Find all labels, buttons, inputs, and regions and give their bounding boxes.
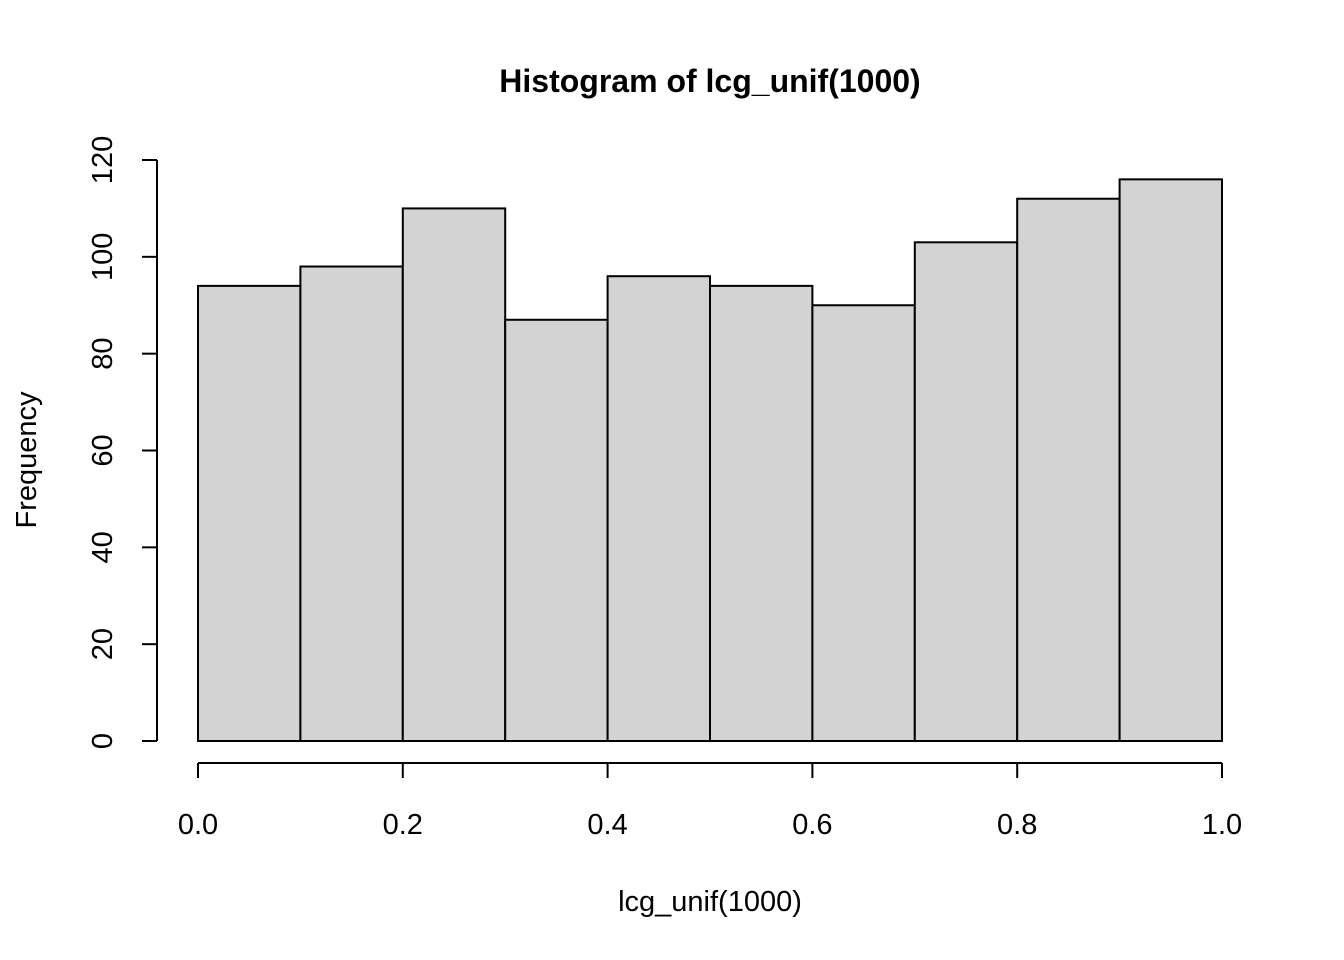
y-tick-label: 100 [87, 233, 119, 281]
histogram-bar [1118, 178, 1223, 743]
chart-title: Histogram of lcg_unif(1000) [499, 63, 920, 99]
x-tick-label: 0.6 [792, 809, 832, 841]
histogram-bar [299, 265, 404, 742]
y-tick-label: 120 [87, 136, 119, 184]
bars [197, 178, 1223, 743]
y-tick-label: 80 [87, 338, 119, 370]
y-tick-label: 40 [87, 531, 119, 563]
y-axis-label: Frequency [11, 391, 43, 529]
histogram-bar [606, 275, 711, 742]
histogram-bar [811, 304, 916, 742]
histogram-bar [401, 207, 507, 742]
x-tick-label: 0.0 [178, 809, 218, 841]
y-axis: 0 20 40 60 80 100 120 [87, 136, 158, 749]
y-tick-label: 0 [87, 733, 119, 749]
x-tick-label: 0.2 [383, 809, 423, 841]
x-tick-label: 0.8 [997, 809, 1037, 841]
x-axis-label: lcg_unif(1000) [618, 886, 802, 918]
y-tick-label: 20 [87, 628, 119, 660]
x-tick-label: 0.4 [587, 809, 627, 841]
histogram-bar [913, 241, 1019, 743]
x-tick-label: 1.0 [1202, 809, 1242, 841]
x-axis: 0.0 0.2 0.4 0.6 0.8 1.0 [178, 762, 1242, 841]
histogram-bar [504, 318, 609, 742]
histogram-bar [709, 284, 814, 742]
histogram-bar [197, 284, 302, 742]
histogram-bar [1016, 197, 1121, 742]
y-tick-label: 60 [87, 434, 119, 466]
